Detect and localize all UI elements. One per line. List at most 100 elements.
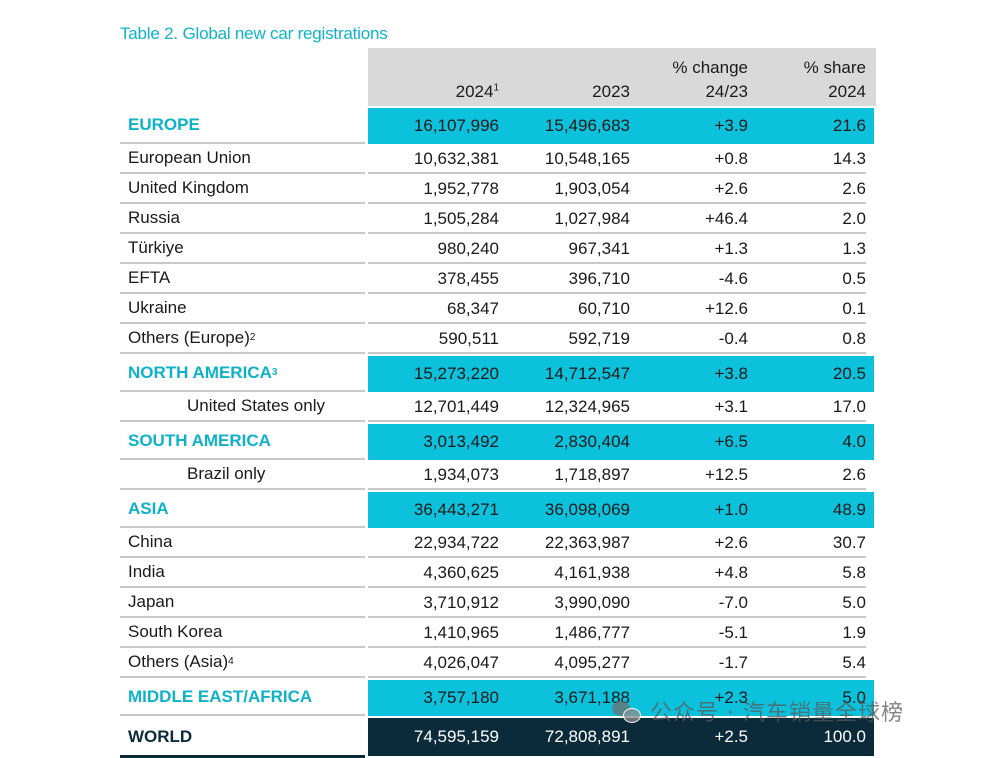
row-name: South Korea <box>128 622 223 641</box>
cell-border <box>630 588 748 618</box>
cell-border <box>630 648 748 678</box>
row-label: European Union <box>120 144 365 174</box>
row-name: China <box>128 532 173 551</box>
cell-border <box>499 294 630 324</box>
cell-border <box>630 392 748 422</box>
cell-border <box>748 324 866 354</box>
value-2023: 1,903,054 <box>554 179 630 198</box>
value-2023: 1,718,897 <box>554 465 630 484</box>
row-name: United Kingdom <box>128 178 249 197</box>
value-share: 4.0 <box>842 432 866 451</box>
table-row: EFTA 378,455 396,710 -4.6 0.5 <box>120 264 876 294</box>
cell-border <box>630 204 748 234</box>
value-2023: 60,710 <box>578 299 630 318</box>
cell-border <box>630 460 748 490</box>
header-2023: 2023 <box>499 48 630 106</box>
value-share: 20.5 <box>832 364 866 383</box>
value-share: 1.9 <box>842 623 866 642</box>
row-label: EUROPE <box>120 108 365 144</box>
value-2024: 3,710,912 <box>423 593 499 612</box>
row-label: NORTH AMERICA 3 <box>120 356 365 392</box>
row-name: India <box>128 562 165 581</box>
cell-border <box>499 174 630 204</box>
cell-border <box>748 460 866 490</box>
row-label: Türkiye <box>120 234 365 264</box>
cell-border <box>368 558 499 588</box>
value-change: +2.5 <box>714 727 748 746</box>
registrations-table: 20241 2023 % change 24/23 % share 2024 E… <box>120 48 876 758</box>
value-change: -4.6 <box>718 269 748 288</box>
value-change: -5.1 <box>718 623 748 642</box>
value-change: +2.6 <box>714 179 748 198</box>
cell-border <box>748 234 866 264</box>
cell-border <box>368 174 499 204</box>
value-change: +46.4 <box>704 209 748 228</box>
region-row: ASIA 36,443,271 36,098,069 +1.0 48.9 <box>120 492 876 528</box>
row-name: EUROPE <box>128 115 200 134</box>
cell-border <box>748 204 866 234</box>
cell-border <box>499 392 630 422</box>
table-body: EUROPE 16,107,996 15,496,683 +3.9 21.6 Europe… <box>120 108 876 758</box>
region-row: NORTH AMERICA 3 15,273,220 14,712,547 +3.8 20… <box>120 356 876 392</box>
value-2023: 15,496,683 <box>544 116 630 135</box>
value-2024: 16,107,996 <box>413 116 499 135</box>
row-name: European Union <box>128 148 251 167</box>
row-label: EFTA <box>120 264 365 294</box>
cell-border <box>630 144 748 174</box>
value-2024: 1,410,965 <box>423 623 499 642</box>
watermark-text: 公众号 · 汽车销量全球榜 <box>650 701 904 726</box>
value-change: +2.6 <box>714 533 748 552</box>
row-name: Ukraine <box>128 298 187 317</box>
value-change: +4.8 <box>714 563 748 582</box>
value-share: 0.8 <box>842 329 866 348</box>
value-2023: 14,712,547 <box>544 364 630 383</box>
cell-border <box>368 588 499 618</box>
header-2024-label: 2024 <box>455 82 494 101</box>
table-row: Others (Asia) 4 4,026,047 4,095,277 -1.7 5.4 <box>120 648 876 678</box>
cell-border <box>368 618 499 648</box>
cell-border <box>630 528 748 558</box>
value-2024: 4,360,625 <box>423 563 499 582</box>
value-2023: 4,161,938 <box>554 563 630 582</box>
value-2024: 3,013,492 <box>423 432 499 451</box>
value-change: +3.1 <box>714 397 748 416</box>
cell-border <box>499 648 630 678</box>
cell-border <box>630 174 748 204</box>
value-2023: 2,830,404 <box>554 432 630 451</box>
value-2023: 967,341 <box>568 239 630 258</box>
value-2023: 72,808,891 <box>544 727 630 746</box>
cell-border <box>630 264 748 294</box>
value-share: 21.6 <box>832 116 866 135</box>
cell-border <box>748 588 866 618</box>
cell-border <box>499 618 630 648</box>
value-2024: 1,505,284 <box>423 209 499 228</box>
row-name: Others (Europe) <box>128 328 250 347</box>
cell-border <box>748 558 866 588</box>
value-2024: 12,701,449 <box>413 397 499 416</box>
row-label: United States only <box>120 392 365 422</box>
row-name: ASIA <box>128 499 169 518</box>
row-label: SOUTH AMERICA <box>120 424 365 460</box>
value-2024: 15,273,220 <box>413 364 499 383</box>
header-background <box>368 48 876 106</box>
cell-border <box>630 558 748 588</box>
row-name: Brazil only <box>187 464 266 483</box>
value-change: +3.8 <box>714 364 748 383</box>
cell-border <box>499 324 630 354</box>
row-label: Others (Asia) 4 <box>120 648 365 678</box>
region-row: SOUTH AMERICA 3,013,492 2,830,404 +6.5 4.0 <box>120 424 876 460</box>
value-2024: 378,455 <box>437 269 499 288</box>
table-row: South Korea 1,410,965 1,486,777 -5.1 1.9 <box>120 618 876 648</box>
table-row: United Kingdom 1,952,778 1,903,054 +2.6 2.6 <box>120 174 876 204</box>
value-share: 5.8 <box>842 563 866 582</box>
cell-border <box>748 618 866 648</box>
value-change: +6.5 <box>714 432 748 451</box>
cell-border <box>630 324 748 354</box>
value-change: +0.8 <box>714 149 748 168</box>
cell-border <box>368 392 499 422</box>
value-change: +2.3 <box>714 688 748 707</box>
row-label: South Korea <box>120 618 365 648</box>
cell-border <box>499 588 630 618</box>
cell-border <box>748 264 866 294</box>
row-name: NORTH AMERICA <box>128 363 272 382</box>
